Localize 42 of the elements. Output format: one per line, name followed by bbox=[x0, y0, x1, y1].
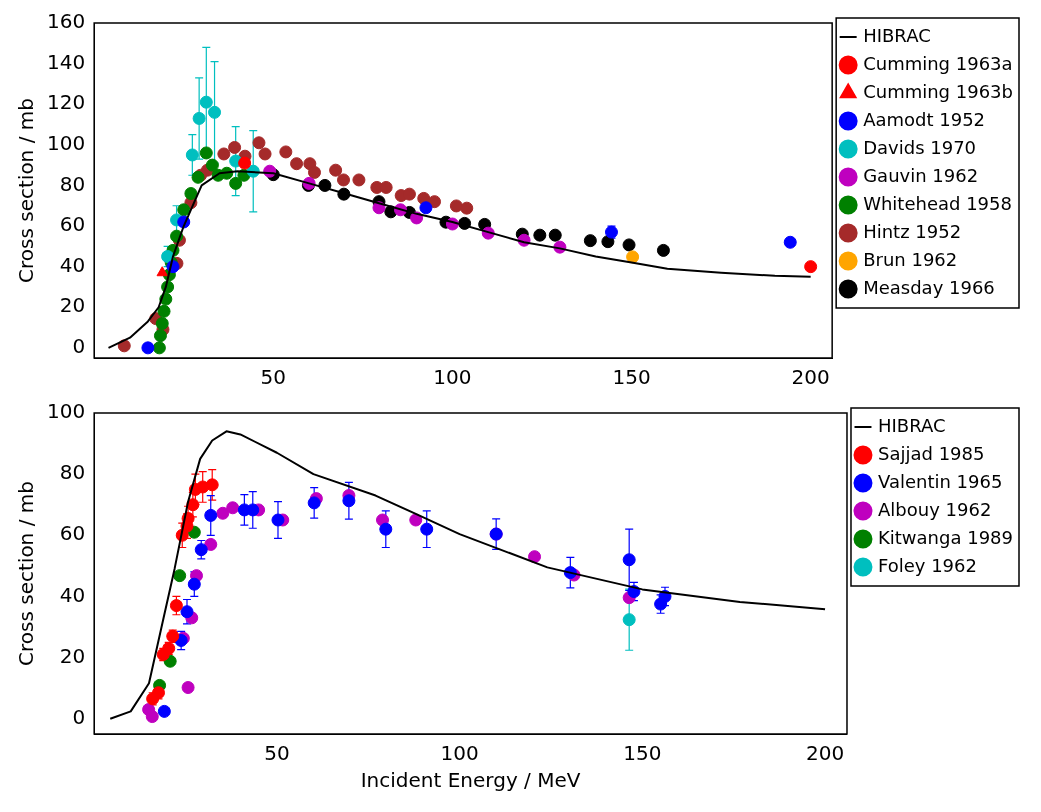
y-tick-label: 100 bbox=[46, 131, 86, 156]
x-tick-label: 150 bbox=[623, 741, 662, 766]
x-tick-label: 50 bbox=[260, 365, 287, 390]
y-tick-label: 100 bbox=[46, 399, 86, 424]
legend-label: Aamodt 1952 bbox=[863, 108, 986, 130]
y-tick-label: 0 bbox=[72, 704, 86, 729]
legend-label: Sajjad 1985 bbox=[877, 442, 985, 464]
y-tick-label: 0 bbox=[72, 334, 86, 359]
legend-label: Kitwanga 1989 bbox=[877, 526, 1014, 548]
legend-label: Measday 1966 bbox=[863, 276, 995, 298]
legend-label: Gauvin 1962 bbox=[863, 164, 979, 186]
legend-label: HIBRAC bbox=[863, 24, 931, 46]
legend-label: Brun 1962 bbox=[863, 248, 958, 270]
legend-label: Albouy 1962 bbox=[877, 498, 992, 520]
legend-label: Foley 1962 bbox=[877, 554, 977, 576]
x-tick-label: 200 bbox=[791, 365, 830, 390]
y-axis-title: Cross section / mb bbox=[14, 481, 39, 666]
legend-label: Cumming 1963b bbox=[863, 80, 1014, 102]
x-tick-label: 150 bbox=[612, 365, 651, 390]
y-tick-label: 60 bbox=[59, 521, 86, 546]
x-tick-label: 50 bbox=[264, 741, 290, 766]
legend-label: Valentin 1965 bbox=[877, 470, 1003, 492]
x-tick-label: 100 bbox=[433, 365, 472, 390]
y-tick-label: 20 bbox=[59, 293, 86, 318]
y-tick-label: 40 bbox=[59, 252, 86, 277]
legend-label: Whitehead 1958 bbox=[863, 192, 1012, 214]
y-tick-label: 60 bbox=[59, 212, 86, 237]
y-tick-label: 80 bbox=[59, 460, 86, 485]
y-tick-label: 160 bbox=[46, 9, 86, 34]
y-tick-label: 140 bbox=[46, 49, 86, 74]
y-tick-label: 80 bbox=[59, 171, 86, 196]
legend-label: Davids 1970 bbox=[863, 136, 977, 158]
y-tick-label: 20 bbox=[59, 643, 86, 668]
y-tick-label: 120 bbox=[46, 90, 86, 115]
legend-label: Hintz 1952 bbox=[863, 220, 962, 242]
y-axis-title: Cross section / mb bbox=[14, 98, 39, 283]
legend-label: HIBRAC bbox=[877, 414, 946, 436]
x-tick-label: 200 bbox=[805, 741, 845, 766]
legend-label: Cumming 1963a bbox=[863, 52, 1013, 74]
x-tick-label: 100 bbox=[440, 741, 479, 766]
y-tick-label: 40 bbox=[59, 582, 86, 607]
x-axis-title: Incident Energy / MeV bbox=[360, 768, 581, 793]
